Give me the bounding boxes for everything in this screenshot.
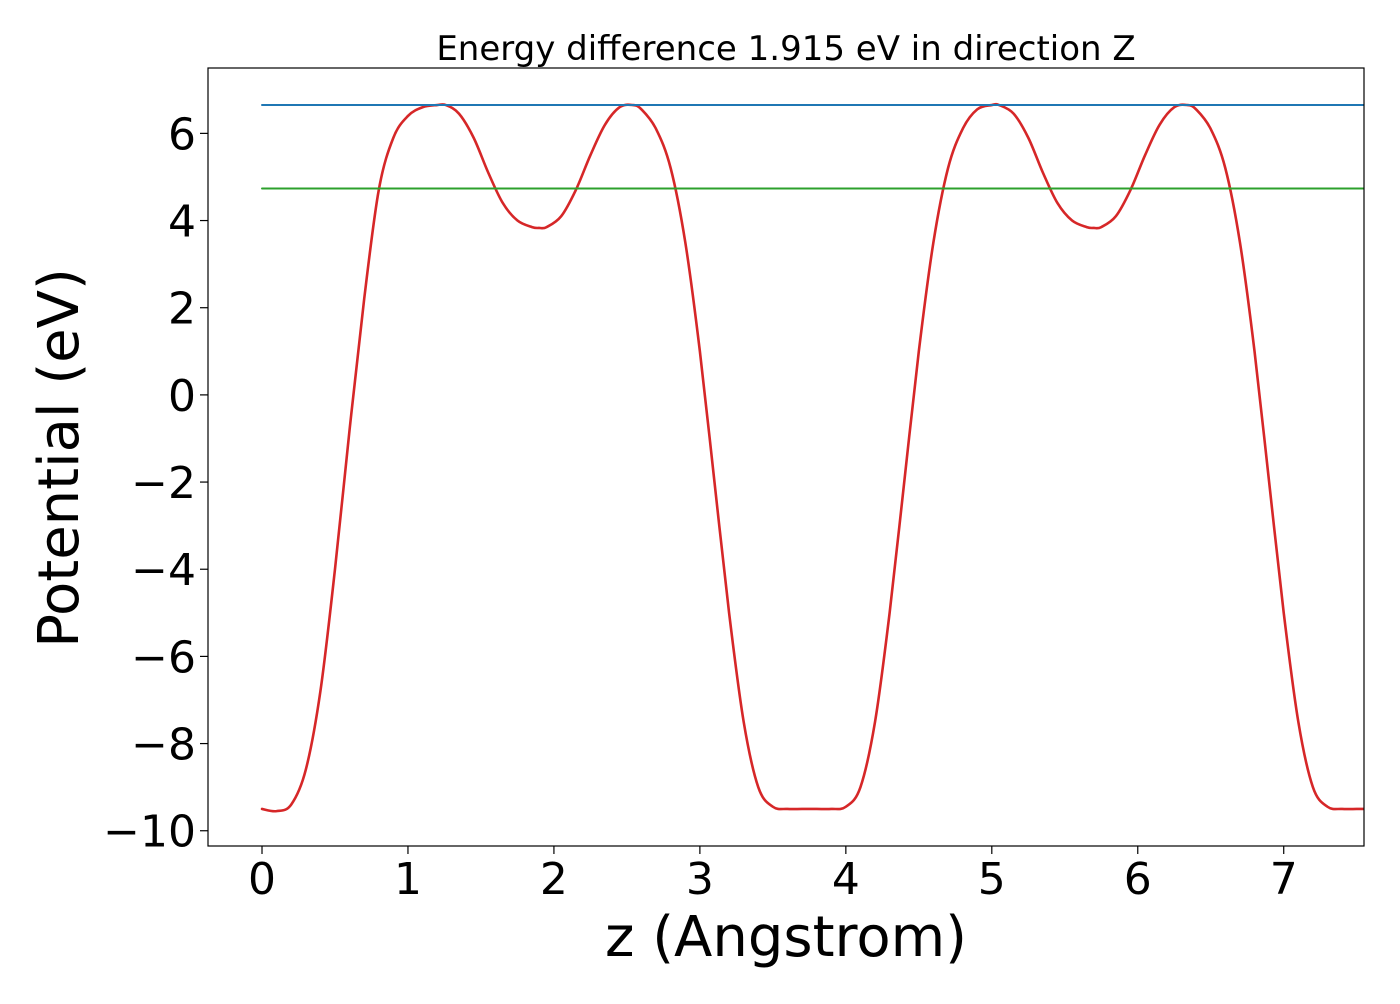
y-tick-label: 4	[168, 197, 196, 248]
plot-frame	[207, 67, 1365, 847]
y-tick-label: 2	[168, 284, 196, 335]
y-tick-label: −10	[103, 807, 196, 858]
y-tick-label: −8	[131, 720, 196, 771]
x-tick-label: 3	[686, 854, 714, 905]
x-tick-label: 5	[978, 854, 1006, 905]
chart-title: Energy difference 1.915 eV in direction …	[436, 29, 1135, 69]
x-tick-label: 0	[248, 854, 276, 905]
x-tick-label: 2	[540, 854, 568, 905]
x-tick-label: 7	[1270, 854, 1298, 905]
plot-area: 0 1 2 3 4 5 6 7 −10 −8 −6 −4 −2 0 2 4 6	[103, 67, 1365, 905]
y-axis-label: Potential (eV)	[27, 268, 92, 648]
x-tick-label: 4	[832, 854, 860, 905]
x-axis-label: z (Angstrom)	[605, 905, 967, 970]
y-tick-label: −4	[131, 545, 196, 596]
y-tick-label: −6	[131, 632, 196, 683]
y-tick-label: −2	[131, 458, 196, 509]
y-tick-label: 0	[168, 371, 196, 422]
potential-line	[260, 102, 1364, 813]
x-tick-label: 1	[394, 854, 422, 905]
y-tick-label: 6	[168, 109, 196, 160]
x-tick-label: 6	[1124, 854, 1152, 905]
